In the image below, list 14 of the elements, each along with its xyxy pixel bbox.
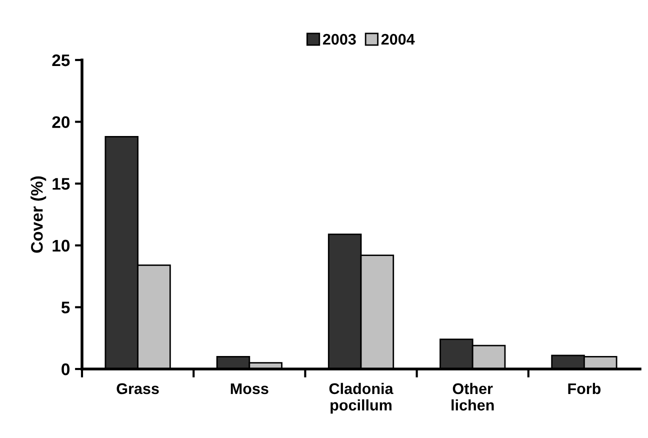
x-tick-label: Grass xyxy=(116,383,159,394)
y-tick-label: 20 xyxy=(52,116,70,128)
x-tick-label: Cladonia pocillum xyxy=(329,382,394,414)
y-axis-title: Cover (%) xyxy=(30,176,46,253)
y-tick-label: 10 xyxy=(52,240,70,252)
y-tick-label: 25 xyxy=(52,54,70,66)
x-tick-label: Forb xyxy=(568,382,601,394)
y-tick-label: 15 xyxy=(52,178,70,190)
x-tick-label: Moss xyxy=(230,383,268,394)
legend-label: 2003 xyxy=(322,34,356,45)
x-tick-label: Other lichen xyxy=(452,382,494,411)
y-tick-label: 5 xyxy=(61,302,70,314)
legend-label: 2004 xyxy=(381,34,415,45)
y-tick-label: 0 xyxy=(62,363,70,376)
